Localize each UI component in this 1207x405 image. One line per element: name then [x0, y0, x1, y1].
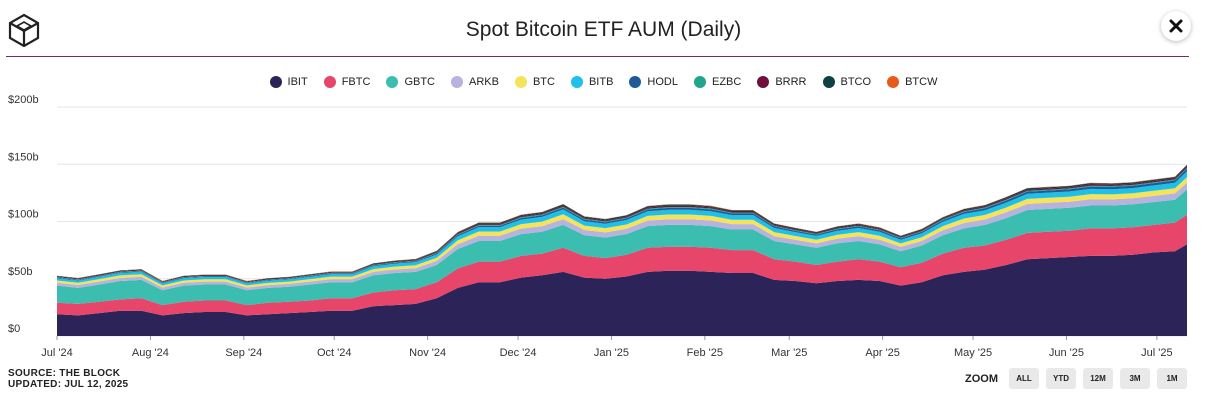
zoom-12m-button[interactable]: 12M: [1083, 368, 1113, 389]
close-button[interactable]: [1161, 11, 1191, 41]
legend-label: IBIT: [287, 76, 308, 88]
legend-label: HODL: [647, 76, 678, 88]
area-series-fbtc: [57, 214, 1187, 316]
legend-item-gbtc[interactable]: GBTC: [386, 76, 435, 88]
legend-label: FBTC: [341, 76, 371, 88]
page-title: Spot Bitcoin ETF AUM (Daily): [465, 18, 742, 41]
legend-dot: [570, 76, 583, 88]
x-tick-label: May '25: [954, 347, 992, 359]
updated-label: UPDATED: JUL 12, 2025: [8, 379, 129, 390]
legend-label: GBTC: [404, 76, 435, 88]
source-note: SOURCE: THE BLOCK UPDATED: JUL 12, 2025: [8, 368, 128, 390]
legend-item-btcw[interactable]: BTCW: [887, 76, 937, 88]
x-tick-label: Feb '25: [687, 347, 723, 359]
legend-dot: [514, 76, 527, 88]
x-tick-label: Jul '25: [1141, 347, 1172, 359]
legend-dot: [323, 76, 336, 88]
legend-label: ARKB: [469, 76, 499, 88]
legend-dot: [757, 76, 770, 88]
x-tick-label: Apr '25: [865, 347, 900, 359]
y-tick-label: $0: [8, 323, 20, 335]
legend-dot: [822, 76, 835, 88]
zoom-all-button[interactable]: ALL: [1009, 368, 1039, 389]
legend-item-fbtc[interactable]: FBTC: [323, 76, 371, 88]
zoom-1m-button[interactable]: 1M: [1157, 368, 1187, 389]
zoom-label: ZOOM: [965, 372, 998, 385]
legend-label: BRRR: [775, 76, 807, 88]
legend-label: BTCO: [840, 76, 872, 88]
chart-area: $0 $50b $100b $150b $200b Jul '24 Aug '24 Sep '…: [8, 95, 1187, 359]
legend-dot: [451, 76, 463, 88]
y-tick-label: $200b: [8, 95, 39, 106]
legend-item-btc[interactable]: BTC: [514, 76, 555, 88]
legend-label: BTC: [532, 76, 555, 88]
legend-dot: [887, 76, 900, 88]
y-tick-label: $100b: [8, 209, 39, 221]
close-icon: [1169, 19, 1183, 33]
y-tick-label: $50b: [8, 266, 32, 278]
y-tick-label: $150b: [8, 151, 39, 163]
area-series-ibit: [57, 244, 1187, 336]
legend-item-ibit[interactable]: IBIT: [269, 76, 308, 88]
legend-dot: [386, 76, 399, 88]
legend-item-btco[interactable]: BTCO: [822, 76, 872, 88]
legend-item-bitb[interactable]: BITB: [570, 76, 614, 88]
zoom-controls: ZOOM ALL YTD 12M 3M 1M: [965, 368, 1187, 389]
x-tick-label: Jul '24: [41, 347, 72, 359]
legend-item-arkb[interactable]: ARKB: [451, 76, 499, 88]
legend-dot: [693, 76, 706, 88]
chart-legend: IBIT FBTC GBTC ARKB BTC BITB HODL EZBC BRRR BTCO B…: [0, 76, 1207, 88]
legend-item-ezbc[interactable]: EZBC: [693, 76, 742, 88]
zoom-3m-button[interactable]: 3M: [1120, 368, 1150, 389]
legend-label: BTCW: [905, 76, 938, 88]
cube-logo-icon: [8, 13, 40, 48]
legend-item-brrr[interactable]: BRRR: [757, 76, 807, 88]
x-tick-label: Jan '25: [594, 347, 629, 359]
legend-label: BITB: [588, 76, 614, 88]
x-tick-label: Aug '24: [132, 347, 169, 359]
source-label: SOURCE: THE BLOCK: [8, 368, 121, 379]
legend-dot: [269, 76, 282, 88]
area-series-gbtc: [57, 189, 1187, 306]
x-tick-label: Mar '25: [771, 347, 807, 359]
legend-dot: [629, 76, 642, 88]
zoom-ytd-button[interactable]: YTD: [1046, 368, 1076, 389]
legend-item-hodl[interactable]: HODL: [629, 76, 678, 88]
legend-label: EZBC: [711, 76, 742, 88]
x-tick-label: Jun '25: [1049, 347, 1084, 359]
x-tick-label: Sep '24: [225, 347, 262, 359]
x-tick-label: Oct '24: [317, 347, 352, 359]
title-divider: [6, 56, 1189, 57]
x-tick-label: Nov '24: [409, 347, 446, 359]
x-tick-label: Dec '24: [500, 347, 537, 359]
